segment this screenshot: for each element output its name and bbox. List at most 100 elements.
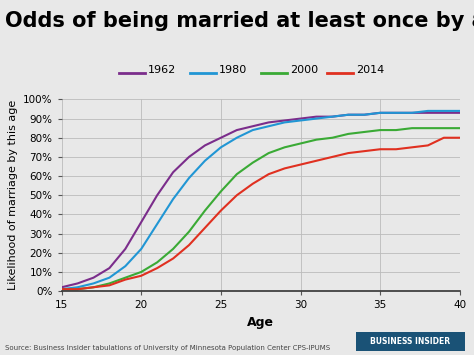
2000 bbox=[393, 128, 399, 132]
Text: 1980: 1980 bbox=[219, 65, 247, 75]
1980 bbox=[266, 124, 272, 129]
1962 bbox=[441, 111, 447, 115]
1962 bbox=[138, 220, 144, 224]
1980 bbox=[186, 176, 192, 180]
1962 bbox=[218, 136, 224, 140]
1980 bbox=[441, 109, 447, 113]
Text: BUSINESS INSIDER: BUSINESS INSIDER bbox=[370, 337, 450, 346]
1962 bbox=[266, 120, 272, 125]
1980 bbox=[170, 197, 176, 201]
Text: 2014: 2014 bbox=[356, 65, 385, 75]
2000 bbox=[234, 172, 240, 176]
2014 bbox=[59, 287, 64, 291]
2014 bbox=[441, 136, 447, 140]
2000 bbox=[250, 160, 255, 165]
2014 bbox=[170, 256, 176, 261]
Line: 2000: 2000 bbox=[62, 128, 460, 289]
2014 bbox=[107, 283, 112, 288]
2014 bbox=[202, 226, 208, 230]
2014 bbox=[298, 163, 303, 167]
Text: Odds of being married at least once by age: Odds of being married at least once by a… bbox=[5, 11, 474, 31]
1980 bbox=[218, 145, 224, 149]
1980 bbox=[234, 136, 240, 140]
1980 bbox=[91, 281, 96, 285]
2014 bbox=[138, 274, 144, 278]
X-axis label: Age: Age bbox=[247, 316, 274, 329]
1980 bbox=[409, 111, 415, 115]
1980 bbox=[377, 111, 383, 115]
2014 bbox=[155, 266, 160, 270]
1980 bbox=[393, 111, 399, 115]
1962 bbox=[155, 193, 160, 197]
2014 bbox=[282, 166, 287, 170]
1962 bbox=[361, 113, 367, 117]
1962 bbox=[59, 285, 64, 289]
1980 bbox=[75, 285, 81, 289]
1980 bbox=[122, 264, 128, 268]
2000 bbox=[441, 126, 447, 130]
2014 bbox=[122, 278, 128, 282]
2014 bbox=[346, 151, 351, 155]
1962 bbox=[186, 155, 192, 159]
2014 bbox=[91, 285, 96, 289]
2000 bbox=[361, 130, 367, 134]
1962 bbox=[282, 118, 287, 122]
1962 bbox=[75, 281, 81, 285]
1980 bbox=[329, 115, 335, 119]
2014 bbox=[457, 136, 463, 140]
2000 bbox=[457, 126, 463, 130]
2000 bbox=[75, 287, 81, 291]
2014 bbox=[218, 208, 224, 213]
2000 bbox=[409, 126, 415, 130]
Y-axis label: Likelihood of marriage by this age: Likelihood of marriage by this age bbox=[8, 100, 18, 290]
1980 bbox=[457, 109, 463, 113]
1962 bbox=[202, 143, 208, 148]
1962 bbox=[409, 111, 415, 115]
2000 bbox=[218, 189, 224, 193]
1980 bbox=[361, 113, 367, 117]
2000 bbox=[202, 208, 208, 213]
1962 bbox=[170, 170, 176, 174]
2000 bbox=[298, 141, 303, 146]
Text: Source: Business Insider tabulations of University of Minnesota Population Cente: Source: Business Insider tabulations of … bbox=[5, 345, 330, 351]
2014 bbox=[266, 172, 272, 176]
1962 bbox=[314, 115, 319, 119]
2014 bbox=[75, 287, 81, 291]
2014 bbox=[250, 182, 255, 186]
2000 bbox=[329, 136, 335, 140]
Text: 2000: 2000 bbox=[290, 65, 318, 75]
2000 bbox=[170, 247, 176, 251]
2000 bbox=[59, 287, 64, 291]
1962 bbox=[329, 115, 335, 119]
1980 bbox=[250, 128, 255, 132]
2000 bbox=[425, 126, 431, 130]
2000 bbox=[107, 281, 112, 285]
1980 bbox=[155, 222, 160, 226]
2000 bbox=[91, 285, 96, 289]
2000 bbox=[122, 275, 128, 280]
2014 bbox=[425, 143, 431, 148]
1962 bbox=[425, 111, 431, 115]
2000 bbox=[314, 137, 319, 142]
1980 bbox=[107, 275, 112, 280]
1962 bbox=[122, 247, 128, 251]
Line: 1980: 1980 bbox=[62, 111, 460, 289]
1980 bbox=[425, 109, 431, 113]
2014 bbox=[361, 149, 367, 153]
2014 bbox=[186, 243, 192, 247]
1962 bbox=[298, 116, 303, 121]
Text: 1962: 1962 bbox=[148, 65, 176, 75]
2014 bbox=[377, 147, 383, 151]
1980 bbox=[346, 113, 351, 117]
1962 bbox=[457, 111, 463, 115]
1980 bbox=[138, 247, 144, 251]
1980 bbox=[314, 116, 319, 121]
2000 bbox=[266, 151, 272, 155]
1962 bbox=[393, 111, 399, 115]
1980 bbox=[59, 287, 64, 291]
2014 bbox=[234, 193, 240, 197]
2000 bbox=[346, 132, 351, 136]
2000 bbox=[282, 145, 287, 149]
2000 bbox=[138, 270, 144, 274]
2014 bbox=[393, 147, 399, 151]
